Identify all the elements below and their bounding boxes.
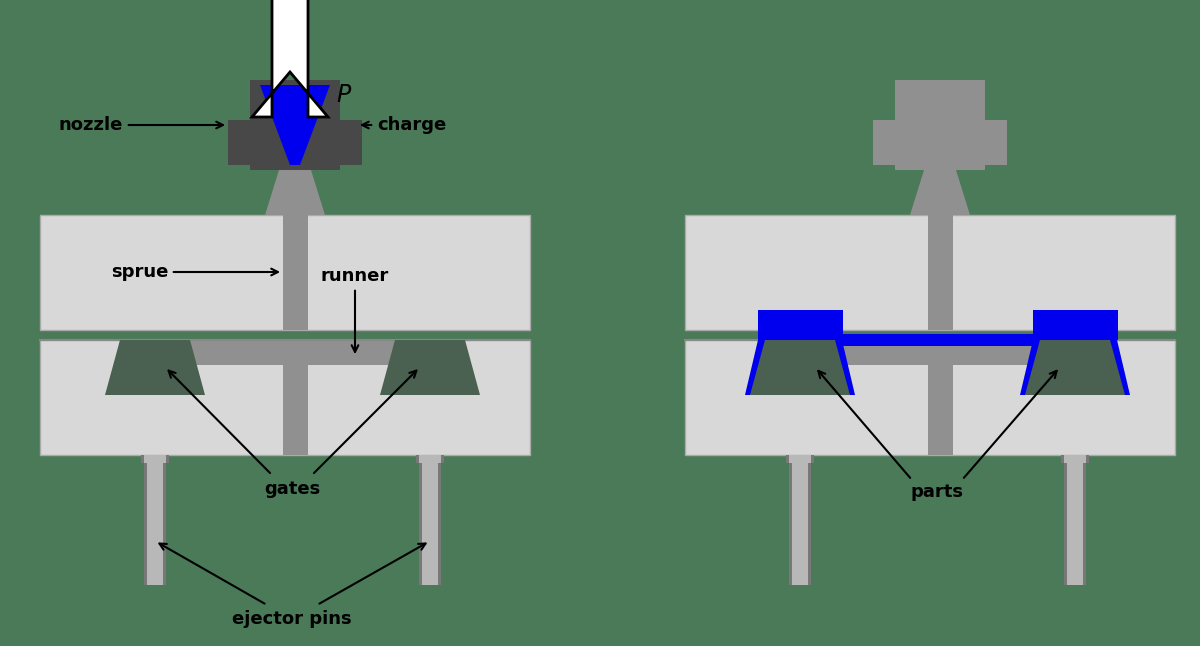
Bar [895,80,985,170]
Bar [416,455,444,463]
Bar [928,340,953,455]
Polygon shape [1020,340,1130,395]
Bar [419,455,442,463]
Bar [786,455,814,463]
Bar [790,455,811,463]
Bar [228,120,250,165]
Polygon shape [910,170,970,215]
Bar [142,455,169,463]
Bar [130,340,460,365]
Bar [758,310,842,340]
Text: runner: runner [320,267,389,352]
Text: charge: charge [362,116,446,134]
Bar [422,455,438,585]
Bar [928,215,953,330]
Bar [340,120,362,165]
Polygon shape [260,85,330,165]
Bar [790,455,811,585]
Bar [144,455,166,585]
Bar [792,455,808,585]
Bar [1064,455,1086,463]
Bar [775,340,1105,365]
Polygon shape [745,340,854,395]
Text: gates: gates [264,480,320,498]
Bar [872,120,895,165]
Text: $\bf{\it{P}}$: $\bf{\it{P}}$ [336,83,353,107]
Text: sprue: sprue [110,263,278,281]
Text: ejector pins: ejector pins [232,610,352,628]
Bar [1067,455,1082,585]
Bar [1064,455,1086,585]
Polygon shape [265,170,325,215]
Bar [144,455,166,463]
Bar [842,334,1033,346]
Polygon shape [1025,340,1124,395]
Bar [985,120,1007,165]
Bar [283,215,308,330]
Bar [419,455,442,585]
Bar [283,340,308,455]
Polygon shape [252,0,328,117]
Polygon shape [750,340,850,395]
Bar [685,340,1175,455]
Text: parts: parts [911,483,964,501]
Polygon shape [380,340,480,395]
Bar [148,455,163,585]
Text: nozzle: nozzle [59,116,223,134]
Polygon shape [106,340,205,395]
Bar [1061,455,1088,463]
Bar [685,215,1175,330]
Bar [250,80,340,170]
Bar [40,340,530,455]
Bar [40,215,530,330]
Bar [1033,310,1118,340]
